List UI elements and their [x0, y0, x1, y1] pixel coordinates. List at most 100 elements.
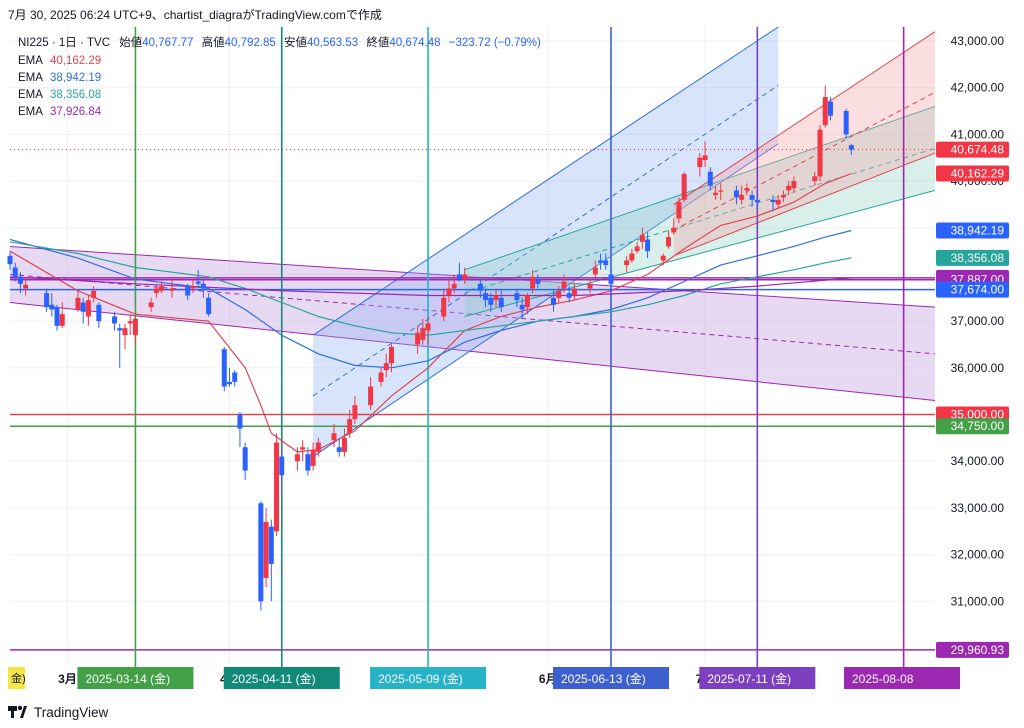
tradingview-brand-label: TradingView [34, 705, 109, 720]
candle-body [639, 234, 645, 242]
price-label-badge [936, 165, 1009, 182]
low-value: 40,563.53 [307, 37, 358, 49]
candle-body [268, 526, 274, 564]
price-label-badge [936, 249, 1009, 266]
candle-body [519, 304, 525, 310]
candle-body [624, 260, 630, 266]
candle-body [315, 442, 321, 452]
ema-legend-label: EMA [18, 89, 43, 101]
channels [9, 26, 936, 457]
candle-body [336, 447, 342, 452]
candle-body [702, 155, 708, 161]
candles [7, 85, 854, 611]
channel-purple_down-median [9, 273, 936, 355]
candle-body [305, 454, 311, 471]
candle-body [91, 290, 97, 298]
candle-body [713, 192, 719, 196]
candle-body [7, 255, 13, 265]
x-date-badge[interactable] [223, 667, 340, 689]
ema-legend-label: EMA [18, 106, 43, 118]
x-date-badge-text: 2025-07-11 (金) [707, 671, 791, 686]
candle-body [744, 188, 750, 191]
price-label-badge [936, 222, 1009, 239]
price-label-badge [936, 281, 1009, 298]
y-axis: 31,000.00 32,000.00 33,000.00 34,000.00 35,0… [951, 34, 1005, 608]
legend-line: NI225 · 1日 · TVC 始値40,767.77 高値40,792.85… [18, 35, 541, 49]
price-label-text: 29,960.93 [951, 643, 1005, 657]
price-label-text: 37,674.00 [951, 283, 1005, 297]
candle-body [827, 101, 833, 116]
x-date-badge[interactable] [77, 667, 194, 689]
ema-line-long [9, 241, 852, 336]
candle-body [524, 295, 530, 308]
price-label-text: 38,356.08 [951, 251, 1005, 265]
candle-body [132, 318, 138, 336]
candle-body [671, 227, 677, 233]
price-label-text: 40,674.48 [951, 143, 1005, 157]
y-tick-label: 37,000.00 [951, 314, 1005, 328]
close-label: 終値 [366, 35, 389, 49]
candle-body [483, 293, 489, 301]
candle-body [378, 372, 384, 382]
candle-body [791, 181, 797, 189]
x-axis: 金)3月4月6月7月2025-03-14 (金)2025-04-11 (金)20… [8, 667, 960, 689]
candle-body [493, 295, 499, 301]
candle-body [49, 304, 55, 310]
price-label-badge [936, 641, 1009, 658]
ema-lines [9, 172, 852, 453]
channel-red_up-fill [673, 31, 935, 256]
candle-body [608, 274, 614, 284]
tradingview-logo-icon [8, 705, 27, 718]
candle-body [169, 288, 175, 291]
candle-body [226, 381, 232, 385]
change-value: −323.72 (−0.79%) [449, 37, 541, 49]
horizontal-lines [10, 149, 935, 651]
candle-body [718, 190, 724, 192]
tradingview-brand[interactable]: TradingView [8, 705, 109, 720]
price-label-badge [936, 418, 1009, 435]
candle-body [587, 283, 593, 289]
x-date-badge[interactable] [552, 667, 669, 689]
x-date-badge-text: 2025-08-08 [852, 672, 914, 686]
x-date-badge[interactable] [844, 667, 960, 689]
candle-body [634, 246, 640, 252]
candle-body [477, 283, 483, 291]
candle-body [195, 281, 201, 284]
y-tick-label: 34,000.00 [951, 454, 1005, 468]
channel-blue_up-top [312, 26, 779, 336]
candle-body [425, 323, 431, 331]
candle-body [294, 454, 300, 462]
candle-body [770, 199, 776, 203]
candle-body [754, 199, 760, 203]
candle-body [153, 288, 159, 294]
y-tick-label: 33,000.00 [951, 501, 1005, 515]
high-label: 高値 [202, 35, 225, 49]
candle-body [571, 288, 577, 296]
candle-body [159, 286, 165, 291]
candle-body [383, 363, 389, 371]
channel-purple_down-top [9, 245, 936, 308]
candle-body [451, 283, 457, 289]
candle-body [665, 237, 671, 247]
candle-body [80, 302, 86, 312]
candle-body [786, 185, 792, 191]
x-date-badge[interactable] [370, 667, 487, 689]
ema-legend[interactable]: EMA 40,162.29 EMA 38,942.19 EMA 38,356.08 EMA 3… [18, 55, 102, 118]
candle-body [446, 288, 452, 296]
candle-body [462, 274, 468, 280]
symbol-label[interactable]: NI225 · 1日 · TVC [18, 37, 110, 49]
x-date-badge[interactable] [699, 667, 816, 689]
ema-legend-value: 40,162.29 [50, 55, 101, 67]
ema-legend-value: 38,942.19 [50, 72, 101, 84]
candle-body [488, 297, 494, 305]
x-date-badge-text: 2025-03-14 (金) [85, 671, 170, 686]
candle-body [681, 174, 687, 200]
open-label: 始値 [119, 35, 142, 49]
candle-body [232, 372, 238, 382]
candle-body [59, 314, 65, 326]
candle-body [749, 195, 755, 200]
candle-body [535, 279, 541, 284]
candle-body [127, 321, 133, 324]
ema-legend-value: 38,356.08 [50, 89, 101, 101]
